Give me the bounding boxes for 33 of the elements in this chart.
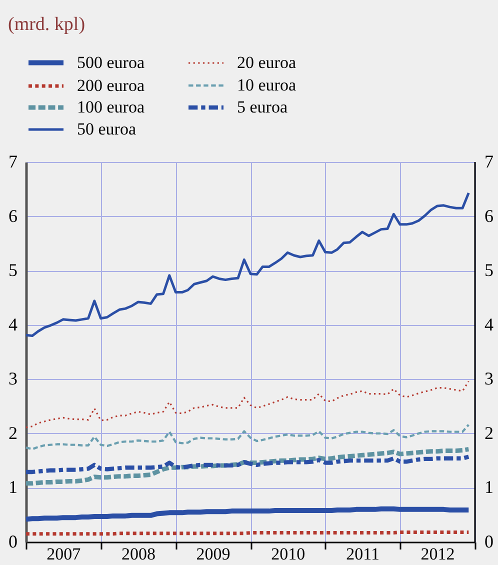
x-tick-label: 2011 xyxy=(346,544,380,564)
y-tick-label: 7 xyxy=(8,152,18,172)
legend-label: 100 euroa xyxy=(77,98,145,116)
x-tick-label: 2007 xyxy=(46,544,82,564)
x-tick-label: 2010 xyxy=(271,544,306,564)
y-tick-label: 5 xyxy=(8,260,18,280)
y2-tick-label: 2 xyxy=(484,422,494,443)
legend-label: 10 euroa xyxy=(237,76,296,94)
y-tick-label: 4 xyxy=(8,314,18,334)
y2-tick-label: 7 xyxy=(484,152,494,172)
y2-tick-label: 1 xyxy=(484,477,494,498)
y-tick-label: 6 xyxy=(8,206,18,226)
y-tick-label: 0 xyxy=(8,532,18,552)
y2-tick-label: 5 xyxy=(484,260,494,280)
y2-tick-label: 4 xyxy=(484,314,494,334)
y-tick-label: 3 xyxy=(8,368,18,389)
x-tick-label: 2009 xyxy=(196,544,230,564)
y-tick-label: 1 xyxy=(8,477,18,498)
line-series xyxy=(24,192,470,337)
line-series xyxy=(24,424,470,450)
line-series xyxy=(25,380,470,428)
y2-tick-label: 3 xyxy=(484,368,494,389)
legend-label: 5 euroa xyxy=(237,98,288,116)
x-tick-label: 2008 xyxy=(122,544,156,564)
y-tick-label: 2 xyxy=(8,422,18,443)
x-tick-label: 2012 xyxy=(420,544,455,564)
y2-tick-label: 6 xyxy=(484,206,494,226)
legend-label: 200 euroa xyxy=(77,76,145,95)
legend-label: 50 euroa xyxy=(77,120,136,138)
y2-tick-label: 0 xyxy=(484,532,494,552)
legend-label: 500 euroa xyxy=(77,52,145,72)
legend-label: 20 euroa xyxy=(237,53,296,72)
chart-title: (mrd. kpl) xyxy=(8,14,86,35)
